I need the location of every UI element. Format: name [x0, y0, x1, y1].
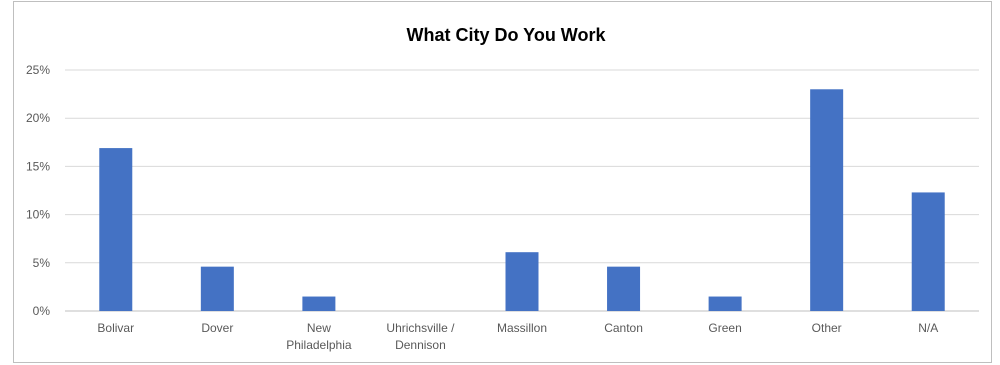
x-tick-label: Massillon: [497, 321, 547, 335]
x-tick-label: Green: [708, 321, 741, 335]
y-tick-label: 25%: [26, 63, 50, 77]
x-tick-label: Bolivar: [97, 321, 134, 335]
x-tick-label: N/A: [918, 321, 938, 335]
x-axis-ticks: Bolivar Dover New Philadelphia Uhrichsville …: [97, 321, 938, 352]
chart-title: What City Do You Work: [406, 25, 606, 45]
bar: [708, 296, 742, 311]
y-tick-label: 0%: [33, 304, 51, 318]
bar: [505, 252, 539, 311]
x-tick-label: Dover: [201, 321, 233, 335]
x-tick-label: Other: [812, 321, 842, 335]
y-tick-label: 10%: [26, 208, 50, 222]
y-tick-label: 5%: [33, 256, 51, 270]
y-axis-ticks: 0% 5% 10% 15% 20% 25%: [26, 63, 50, 318]
bar: [99, 148, 133, 311]
bar: [200, 266, 234, 311]
bars: [99, 89, 945, 311]
x-tick-label: Canton: [604, 321, 643, 335]
y-tick-label: 20%: [26, 111, 50, 125]
bar: [911, 192, 945, 311]
bar: [810, 89, 844, 311]
bar: [607, 266, 641, 311]
bar: [302, 296, 336, 311]
x-tick-label: New Philadelphia: [286, 321, 352, 352]
x-tick-label: Uhrichsville / Dennison: [386, 321, 455, 352]
y-tick-label: 15%: [26, 159, 50, 173]
